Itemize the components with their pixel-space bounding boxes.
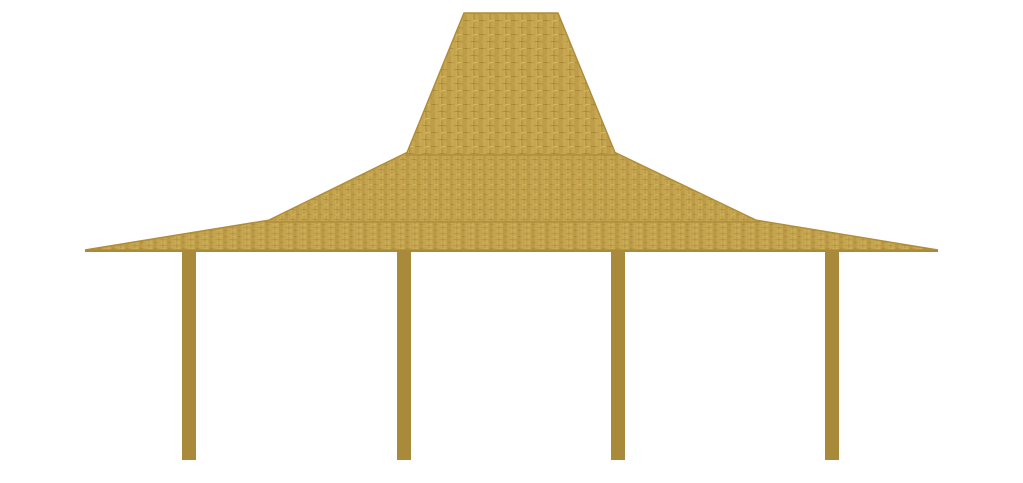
roof-upper-tier (404, 12, 618, 156)
pillars (182, 250, 839, 460)
roof-lower-tier (84, 219, 939, 251)
pillar-2 (397, 250, 411, 460)
roof (84, 12, 939, 252)
pillar-4 (825, 250, 839, 460)
pillar-3 (611, 250, 625, 460)
pillar-1 (182, 250, 196, 460)
roof-middle-tier (264, 151, 761, 223)
